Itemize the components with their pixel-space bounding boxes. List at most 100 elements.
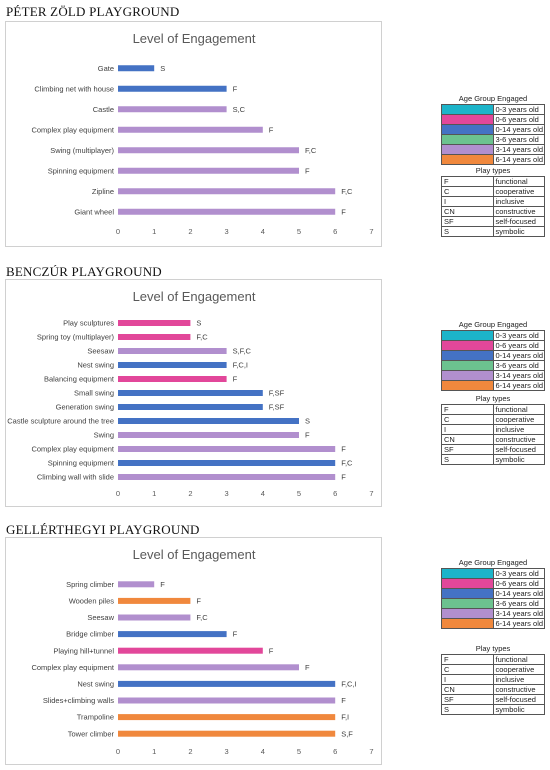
age-group-label: 3-6 years old bbox=[492, 134, 545, 145]
data-label: F bbox=[233, 630, 238, 639]
bar bbox=[118, 320, 191, 326]
bar bbox=[118, 188, 336, 195]
play-type-code: SF bbox=[441, 694, 494, 705]
age-group-label: 3-6 years old bbox=[492, 598, 545, 609]
data-label: F bbox=[341, 473, 346, 482]
data-label: F bbox=[305, 431, 310, 440]
category-label: Tower climber bbox=[68, 729, 115, 738]
data-label: S bbox=[196, 319, 201, 328]
age-color-swatch bbox=[441, 340, 494, 351]
category-label: Swing (multiplayer) bbox=[50, 146, 114, 155]
bar bbox=[118, 730, 336, 737]
play-type-code: F bbox=[441, 404, 494, 415]
bar bbox=[118, 65, 155, 72]
category-label: Complex play equipment bbox=[31, 663, 114, 672]
data-label: S,F,C bbox=[233, 347, 252, 356]
age-color-swatch bbox=[441, 370, 494, 381]
category-label: Zipline bbox=[92, 187, 114, 196]
bar bbox=[118, 664, 299, 671]
chart-svg: Level of Engagement Gate S Climbing net wit… bbox=[31, 31, 373, 236]
bar bbox=[118, 390, 263, 396]
legend-gellerthegyi: Age Group Engaged 0-3 years old 0-6 years … bbox=[441, 557, 545, 715]
bar bbox=[118, 208, 336, 215]
play-type-label: self-focused bbox=[492, 444, 545, 455]
data-label: F,C bbox=[341, 459, 353, 468]
data-label: F,C bbox=[196, 333, 208, 342]
category-label: Nest swing bbox=[77, 361, 114, 370]
play-type-label: inclusive bbox=[492, 196, 545, 207]
age-group-label: 6-14 years old bbox=[492, 380, 545, 391]
play-type-code: SF bbox=[441, 216, 494, 227]
age-color-swatch bbox=[441, 144, 494, 155]
bar bbox=[118, 126, 263, 133]
data-label: S,F bbox=[341, 729, 353, 738]
play-type-code: I bbox=[441, 674, 494, 685]
x-tick-label: 3 bbox=[225, 489, 229, 498]
bar bbox=[118, 106, 227, 113]
x-tick-label: 5 bbox=[297, 747, 301, 756]
x-tick-label: 0 bbox=[116, 227, 120, 236]
category-label: Nest swing bbox=[77, 680, 114, 689]
play-type-row: SF self-focused bbox=[441, 444, 545, 455]
play-type-label: symbolic bbox=[492, 704, 545, 715]
age-color-swatch bbox=[441, 360, 494, 371]
play-type-code: CN bbox=[441, 684, 494, 695]
data-label: F bbox=[341, 445, 346, 454]
play-type-row: CN constructive bbox=[441, 434, 545, 445]
category-label: Seesaw bbox=[87, 347, 114, 356]
bar bbox=[118, 376, 227, 382]
age-color-swatch bbox=[441, 104, 494, 115]
play-type-label: functional bbox=[492, 404, 545, 415]
data-label: F,C bbox=[341, 187, 353, 196]
x-tick-label: 3 bbox=[225, 227, 229, 236]
play-type-row: SF self-focused bbox=[441, 216, 545, 227]
x-tick-label: 1 bbox=[152, 227, 156, 236]
play-type-code: C bbox=[441, 414, 494, 425]
category-label: Castle sculpture around the tree bbox=[7, 417, 114, 426]
bar bbox=[118, 631, 227, 638]
age-group-row: 0-3 years old bbox=[441, 104, 545, 115]
play-type-label: self-focused bbox=[492, 694, 545, 705]
category-label: Playing hill+tunnel bbox=[53, 646, 114, 655]
section-title-gellerthegyi: GELLÉRTHEGYI PLAYGROUND bbox=[6, 522, 200, 537]
category-label: Wooden piles bbox=[69, 597, 115, 606]
play-type-label: self-focused bbox=[492, 216, 545, 227]
age-group-row: 3-6 years old bbox=[441, 598, 545, 609]
bar bbox=[118, 680, 336, 687]
age-group-label: 0-3 years old bbox=[492, 568, 545, 579]
age-color-swatch bbox=[441, 588, 494, 599]
bar bbox=[118, 446, 336, 452]
age-color-swatch bbox=[441, 124, 494, 135]
x-tick-label: 0 bbox=[116, 489, 120, 498]
age-group-label: 3-6 years old bbox=[492, 360, 545, 371]
play-type-row: CN constructive bbox=[441, 684, 545, 695]
bar bbox=[118, 474, 336, 480]
data-label: S bbox=[160, 64, 165, 73]
play-type-code: C bbox=[441, 664, 494, 675]
category-label: Climbing net with house bbox=[34, 84, 114, 93]
data-label: F bbox=[233, 375, 238, 384]
x-tick-label: 5 bbox=[297, 227, 301, 236]
play-type-label: cooperative bbox=[492, 664, 545, 675]
play-type-label: inclusive bbox=[492, 424, 545, 435]
bar bbox=[118, 418, 299, 424]
chart-gellerthegyi: Level of Engagement Spring climber F Wooden… bbox=[5, 537, 382, 765]
data-label: F,C,I bbox=[233, 361, 248, 370]
x-tick-label: 2 bbox=[188, 227, 192, 236]
age-group-row: 3-14 years old bbox=[441, 144, 545, 155]
age-color-swatch bbox=[441, 154, 494, 165]
age-color-swatch bbox=[441, 114, 494, 125]
play-type-label: constructive bbox=[492, 434, 545, 445]
bar bbox=[118, 147, 299, 154]
category-label: Gate bbox=[98, 64, 114, 73]
play-type-code: I bbox=[441, 424, 494, 435]
category-label: Climbing wall with slide bbox=[37, 473, 114, 482]
age-group-table: Age Group Engaged 0-3 years old 0-6 years … bbox=[441, 557, 545, 629]
data-label: F,C bbox=[305, 146, 317, 155]
